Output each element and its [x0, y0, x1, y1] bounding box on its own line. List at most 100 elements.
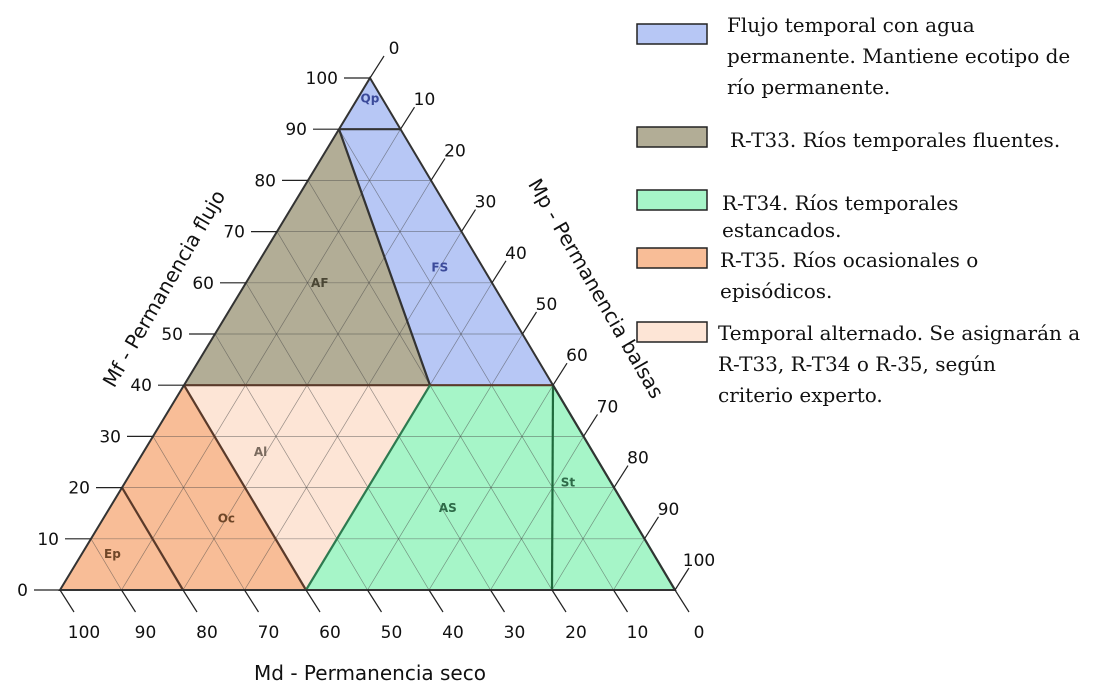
grid-line	[338, 129, 614, 591]
bottom-tick	[551, 589, 567, 613]
grid-line	[152, 436, 245, 591]
right-tick-label: 70	[597, 397, 619, 417]
bottom-tick	[305, 589, 321, 613]
bottom-tick-label: 50	[381, 623, 403, 643]
legend-text-line: Temporal alternado. Se asignarán a	[718, 321, 1080, 345]
region-boundary	[121, 487, 184, 591]
right-tick-label: 60	[566, 346, 588, 366]
left-tick-label: 30	[99, 427, 121, 447]
bottom-tick	[428, 589, 444, 613]
region-boundary	[337, 128, 432, 386]
grid-line	[121, 129, 401, 591]
left-tick-label: 80	[254, 171, 276, 191]
legend-text-line: estancados.	[722, 218, 842, 242]
bottom-tick-label: 70	[258, 623, 280, 643]
legend-item: Temporal alternado. Se asignarán a R-T33,…	[636, 321, 1080, 407]
bottom-tick-label: 90	[135, 623, 157, 643]
left-tick-label: 100	[306, 69, 338, 89]
right-tick	[674, 567, 690, 591]
legend-text-line: R-T33. Ríos temporales fluentes.	[730, 128, 1060, 152]
right-tick-label: 90	[658, 500, 680, 520]
grid-line	[428, 385, 554, 591]
bottom-tick	[120, 589, 137, 613]
grid-line	[551, 487, 615, 591]
legend-text-line: criterio experto.	[718, 383, 883, 407]
left-tick-label: 0	[17, 581, 28, 601]
grid-line	[367, 333, 523, 591]
bottom-tick-label: 80	[196, 623, 218, 643]
region-labels: Qp FS AF Al Oc Ep AS St	[104, 91, 575, 561]
region-af	[184, 129, 430, 386]
legend-item: R-T34. Ríos temporales estancados.	[636, 189, 958, 242]
grid-line	[276, 231, 491, 591]
legend-item: R-T33. Ríos temporales fluentes.	[636, 126, 1060, 152]
right-tick	[613, 465, 629, 488]
right-tick-label: 100	[683, 551, 715, 571]
right-tick	[521, 311, 538, 335]
legend-swatch	[636, 189, 708, 211]
region-qp	[339, 78, 401, 130]
grid-line	[90, 538, 122, 591]
right-tick	[643, 516, 660, 540]
legend-text-line: R-T35. Ríos ocasionales o	[720, 248, 978, 272]
legend-swatch	[636, 23, 708, 45]
bottom-tick	[243, 589, 260, 613]
left-tick-label: 40	[130, 376, 152, 396]
right-tick	[460, 209, 477, 232]
right-tick-label: 0	[389, 39, 400, 59]
legend-item: R-T35. Ríos ocasionales o episódicos.	[636, 247, 978, 303]
region-label-fs: FS	[431, 260, 448, 274]
right-tick	[582, 414, 599, 437]
legend-swatch	[636, 126, 708, 148]
legend-swatch	[636, 321, 708, 343]
region-label-ep: Ep	[104, 547, 121, 561]
right-tick	[369, 55, 385, 79]
right-tick	[491, 260, 507, 284]
legend-text-line: permanente. Mantiene ecotipo de	[727, 44, 1070, 68]
grid-line	[490, 436, 584, 591]
legend-text-line: río permanente.	[727, 75, 890, 99]
legend-text-line: R-T33, R-T34 o R-35, según	[718, 352, 996, 376]
region-label-st: St	[561, 475, 576, 489]
region-boundary	[183, 384, 307, 591]
region-label-al: Al	[254, 445, 267, 459]
axis-ticks: 0102030405060708090100010203040506070809…	[17, 39, 715, 643]
left-tick-label: 70	[223, 223, 245, 243]
left-tick-label: 90	[285, 120, 307, 140]
right-tick	[399, 106, 416, 130]
bottom-tick-label: 60	[319, 623, 341, 643]
region-boundary	[305, 384, 431, 591]
bottom-tick	[182, 589, 198, 613]
bottom-tick-label: 20	[565, 623, 587, 643]
region-label-oc: Oc	[218, 511, 235, 525]
bottom-tick-label: 100	[68, 623, 100, 643]
triangular-grid	[90, 128, 645, 591]
bottom-tick	[59, 589, 75, 613]
grid-line	[244, 231, 462, 591]
right-tick-label: 10	[414, 90, 436, 110]
legend-item: Flujo temporal con agua permanente. Manti…	[636, 13, 1070, 99]
bottom-tick-label: 40	[442, 623, 464, 643]
region-label-af: AF	[311, 276, 328, 290]
right-tick-label: 20	[444, 141, 466, 161]
grid-line	[214, 333, 368, 591]
right-tick-label: 40	[505, 244, 527, 264]
right-tick-label: 50	[536, 295, 558, 315]
legend-text-line: Flujo temporal con agua	[727, 13, 975, 37]
grid-line	[613, 538, 645, 591]
legend-swatch	[636, 247, 708, 269]
legend-text-line: episódicos.	[720, 279, 832, 303]
bottom-tick	[489, 589, 506, 613]
left-tick-label: 50	[161, 325, 183, 345]
bottom-tick-label: 0	[694, 623, 705, 643]
left-tick-label: 10	[37, 530, 59, 550]
region-label-as: AS	[439, 501, 457, 515]
left-tick-label: 60	[192, 274, 214, 294]
legend-text-line: R-T34. Ríos temporales	[722, 191, 958, 215]
region-boundary	[550, 385, 555, 591]
bottom-axis-title: Md - Permanencia seco	[254, 661, 486, 685]
right-tick	[430, 158, 446, 181]
left-tick-label: 20	[68, 479, 90, 499]
bottom-tick	[612, 589, 629, 613]
